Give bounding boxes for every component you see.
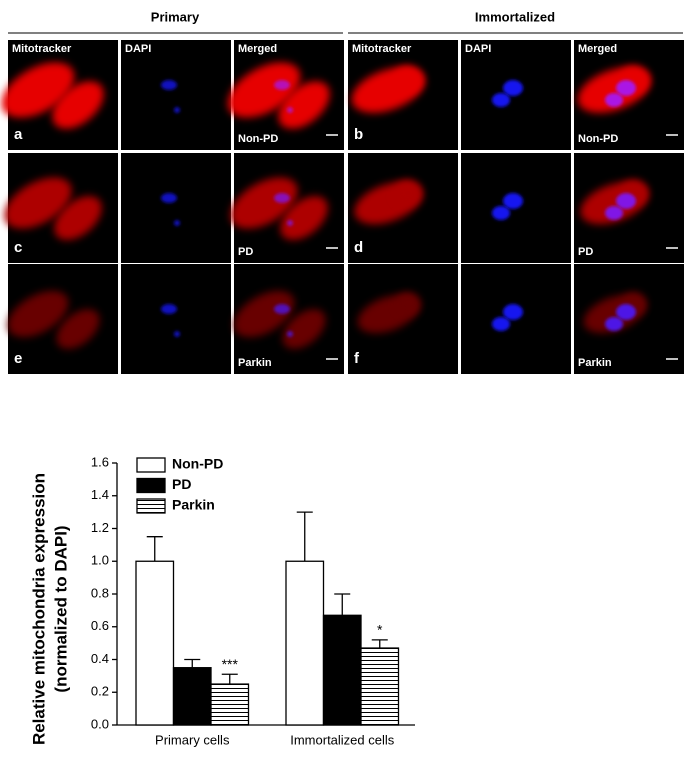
bar <box>172 667 212 726</box>
panel-letter: e <box>14 350 22 367</box>
panel-letter: f <box>354 350 360 367</box>
condition-label: PD <box>578 246 593 258</box>
nucleus-stain <box>616 304 636 320</box>
condition-label: Parkin <box>238 357 272 369</box>
micrograph <box>121 40 231 150</box>
legend-swatch <box>136 498 166 514</box>
nucleus-stain <box>174 107 180 113</box>
error-bar <box>184 658 201 668</box>
nucleus-stain <box>503 193 523 209</box>
bar <box>322 614 362 726</box>
channel-label: DAPI <box>125 43 151 55</box>
nucleus-stain <box>503 304 523 320</box>
bar <box>135 560 175 726</box>
mito-stain <box>395 292 421 316</box>
legend-swatch <box>136 477 166 494</box>
mito-stain <box>282 309 326 349</box>
y-tick-label: 0.4 <box>91 651 109 666</box>
group-title: Immortalized <box>475 9 555 24</box>
condition-label: Non-PD <box>578 133 618 145</box>
error-bar <box>296 511 313 562</box>
mito-stain <box>56 309 100 349</box>
nucleus-stain <box>503 80 523 96</box>
channel-label: Merged <box>578 43 617 55</box>
condition-label: Parkin <box>578 357 612 369</box>
condition-label: Non-PD <box>238 133 278 145</box>
micrograph <box>121 153 231 263</box>
y-axis-title: Relative mitochondria expression <box>29 473 48 745</box>
panel-letter: b <box>354 126 363 143</box>
nucleus-stain <box>274 80 290 90</box>
channel-label: Merged <box>238 43 277 55</box>
bar <box>210 683 250 726</box>
nucleus-stain <box>161 80 177 90</box>
micrograph <box>121 264 231 374</box>
channel-label: Mitotracker <box>12 43 72 55</box>
nucleus-stain <box>287 107 293 113</box>
nucleus-stain <box>161 304 177 314</box>
error-bar <box>221 673 238 685</box>
mito-stain <box>54 196 102 240</box>
x-tick-label: Primary cells <box>155 732 230 747</box>
y-tick-label: 1.0 <box>91 553 109 568</box>
mito-stain <box>233 290 295 338</box>
legend-swatch <box>136 457 166 473</box>
mito-stain <box>280 196 328 240</box>
legend-label: Parkin <box>172 497 215 513</box>
nucleus-stain <box>287 331 293 337</box>
y-tick-label: 1.6 <box>91 454 109 469</box>
nucleus-stain <box>492 93 510 107</box>
nucleus-stain <box>605 93 623 107</box>
error-bar <box>334 593 351 616</box>
y-tick-label: 0.0 <box>91 716 109 731</box>
error-bar <box>146 536 163 562</box>
y-tick-label: 0.6 <box>91 618 109 633</box>
y-tick-label: 0.8 <box>91 585 109 600</box>
nucleus-stain <box>616 80 636 96</box>
panel-letter: c <box>14 239 22 256</box>
bar <box>285 560 325 726</box>
significance: * <box>377 622 383 638</box>
mito-stain <box>394 180 422 206</box>
channel-label: Mitotracker <box>352 43 412 55</box>
error-bar <box>371 639 388 649</box>
y-tick-label: 0.2 <box>91 684 109 699</box>
mito-stain <box>52 81 104 129</box>
panel-letter: a <box>14 126 23 143</box>
nucleus-stain <box>605 206 623 220</box>
nucleus-stain <box>174 220 180 226</box>
mito-stain <box>230 177 298 229</box>
legend-label: Non-PD <box>172 456 223 472</box>
mito-stain <box>7 290 69 338</box>
y-tick-label: 1.4 <box>91 487 109 502</box>
legend-label: PD <box>172 476 191 492</box>
nucleus-stain <box>492 317 510 331</box>
nucleus-stain <box>161 193 177 203</box>
group-title: Primary <box>151 9 200 24</box>
mito-stain <box>393 66 423 94</box>
nucleus-stain <box>605 317 623 331</box>
nucleus-stain <box>492 206 510 220</box>
bar <box>360 647 400 726</box>
y-tick-label: 1.2 <box>91 520 109 535</box>
mito-stain <box>4 177 72 229</box>
nucleus-stain <box>274 193 290 203</box>
nucleus-stain <box>274 304 290 314</box>
nucleus-stain <box>616 193 636 209</box>
nucleus-stain <box>287 220 293 226</box>
channel-label: DAPI <box>465 43 491 55</box>
condition-label: PD <box>238 246 253 258</box>
x-tick-label: Immortalized cells <box>290 732 395 747</box>
panel-letter: d <box>354 239 363 256</box>
y-axis-title: (normalized to DAPI) <box>51 525 70 692</box>
nucleus-stain <box>174 331 180 337</box>
mito-stain <box>278 81 330 129</box>
significance: *** <box>222 656 239 672</box>
